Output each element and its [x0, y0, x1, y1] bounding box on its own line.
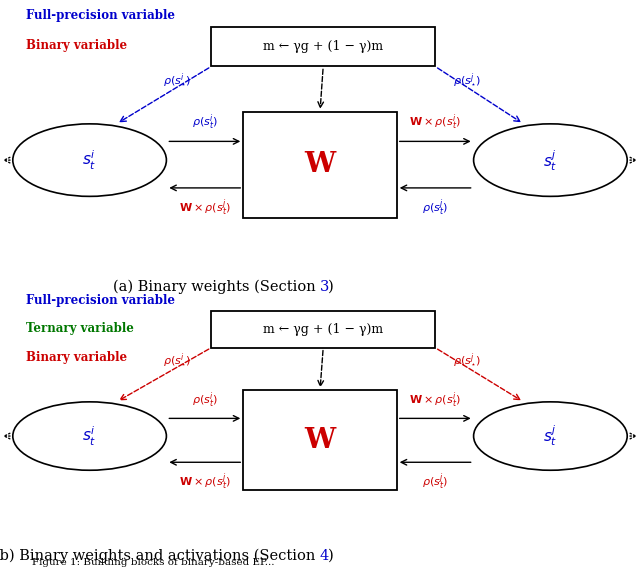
Text: Binary variable: Binary variable — [26, 351, 127, 364]
Bar — [211, 311, 435, 348]
Text: 3: 3 — [320, 280, 330, 294]
Text: $s_t^i$: $s_t^i$ — [83, 149, 97, 172]
Text: Full-precision variable: Full-precision variable — [26, 9, 175, 22]
Bar — [243, 390, 397, 490]
Text: m ← γg + (1 − γ)m: m ← γg + (1 − γ)m — [263, 40, 383, 54]
Text: $\rho(s_{\star}^j)$: $\rho(s_{\star}^j)$ — [452, 71, 481, 89]
Text: $\rho(s_{\star}^i)$: $\rho(s_{\star}^i)$ — [163, 352, 191, 369]
Text: $\mathbf{W} \times \rho(s_t^i)$: $\mathbf{W} \times \rho(s_t^i)$ — [409, 113, 461, 132]
Bar — [211, 27, 435, 67]
Text: $\rho(s_t^i)$: $\rho(s_t^i)$ — [192, 390, 218, 410]
Text: $\rho(s_t^i)$: $\rho(s_t^i)$ — [192, 113, 218, 132]
Text: $\mathbf{W} \times \rho(s_t^i)$: $\mathbf{W} \times \rho(s_t^i)$ — [409, 390, 461, 410]
Text: $s_t^j$: $s_t^j$ — [543, 424, 557, 449]
Text: ): ) — [328, 549, 333, 563]
Text: $\rho(s_t^j)$: $\rho(s_t^j)$ — [422, 471, 448, 491]
Bar — [243, 112, 397, 218]
Text: $\rho(s_{\star}^i)$: $\rho(s_{\star}^i)$ — [163, 71, 191, 89]
Text: ): ) — [328, 280, 333, 294]
Text: (a) Binary weights (Section: (a) Binary weights (Section — [113, 280, 320, 294]
Text: (b) Binary weights and activations (Section: (b) Binary weights and activations (Sect… — [0, 548, 320, 563]
Text: Full-precision variable: Full-precision variable — [26, 294, 175, 307]
Text: $s_t^j$: $s_t^j$ — [543, 148, 557, 173]
Text: $\mathbf{W} \times \rho(s_t^j)$: $\mathbf{W} \times \rho(s_t^j)$ — [179, 471, 231, 491]
Text: W: W — [305, 427, 335, 454]
Text: 4: 4 — [320, 549, 329, 563]
Text: Figure 1: Building blocks of binary-based EP...: Figure 1: Building blocks of binary-base… — [32, 558, 275, 567]
Text: $s_t^i$: $s_t^i$ — [83, 425, 97, 447]
Text: $\mathbf{W} \times \rho(s_t^j)$: $\mathbf{W} \times \rho(s_t^j)$ — [179, 197, 231, 218]
Text: $\rho(s_t^j)$: $\rho(s_t^j)$ — [422, 197, 448, 218]
Text: m ← γg + (1 − γ)m: m ← γg + (1 − γ)m — [263, 323, 383, 336]
Text: Binary variable: Binary variable — [26, 39, 127, 52]
Text: $\rho(s_{\star}^j)$: $\rho(s_{\star}^j)$ — [452, 352, 481, 369]
Text: W: W — [305, 151, 335, 178]
Text: Ternary variable: Ternary variable — [26, 322, 134, 335]
